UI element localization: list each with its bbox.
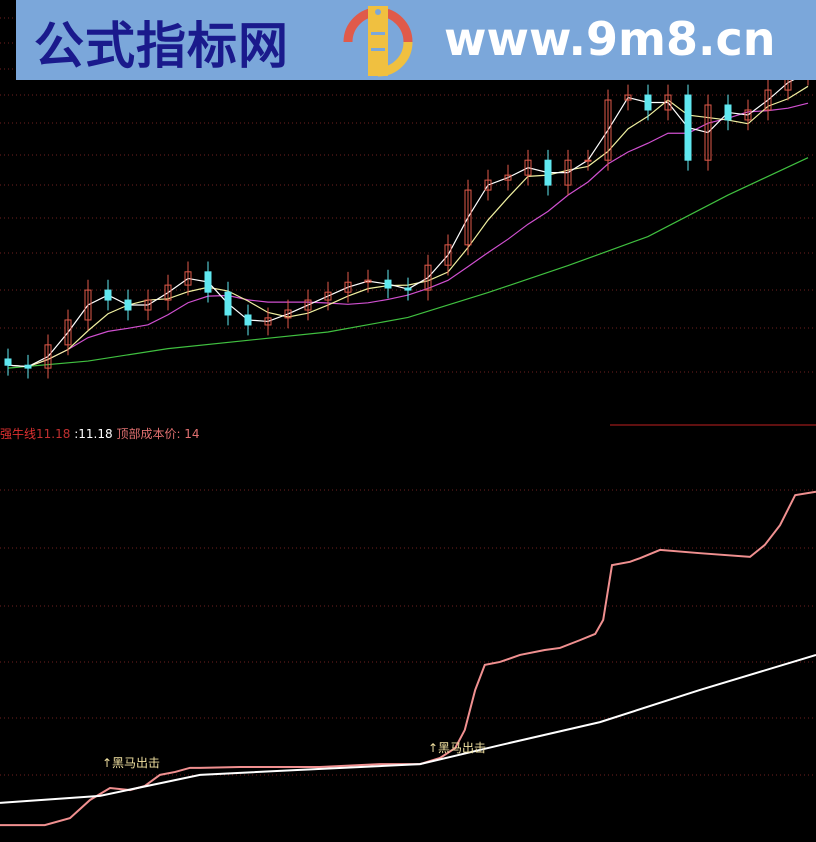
candle-up: [764, 89, 772, 111]
candle-down: [24, 364, 32, 369]
candle-up: [44, 344, 52, 369]
candle-down: [644, 94, 652, 111]
candle-up: [504, 174, 512, 181]
candle-down: [244, 314, 252, 326]
candle-up: [184, 271, 192, 286]
candle-down: [224, 291, 232, 316]
candle-up: [524, 159, 532, 176]
top-cost-label: 顶部成本价: 14: [116, 427, 200, 441]
candle-up: [84, 289, 92, 321]
ma-long-green-line: [7, 157, 809, 369]
candle-up: [444, 244, 452, 266]
candle-up: [424, 264, 432, 291]
candle-down: [544, 159, 552, 186]
candle-up: [624, 94, 632, 101]
indicator-value-2: :11.18: [74, 427, 113, 441]
candle-up: [364, 279, 372, 283]
candle-up: [64, 319, 72, 346]
candle-up: [464, 189, 472, 246]
candle-up: [664, 94, 672, 111]
candle-up: [284, 309, 292, 319]
candle-down: [104, 289, 112, 301]
candle-up: [484, 179, 492, 191]
site-url: www.9m8.cn: [444, 12, 776, 66]
candle-down: [724, 104, 732, 121]
candle-down: [684, 94, 692, 161]
candle-down: [124, 299, 132, 311]
watermark-banner: 公式指标网 www.9m8.cn: [16, 0, 816, 80]
indicator-value: 11.18: [36, 427, 71, 441]
indicator-name: 强牛线: [0, 427, 37, 441]
site-name: 公式指标网: [34, 17, 289, 75]
candle-up: [344, 281, 352, 293]
candle-down: [404, 287, 412, 291]
candle-up: [164, 284, 172, 301]
candle-up: [704, 104, 712, 161]
candle-up: [304, 299, 312, 311]
candle-up: [584, 159, 592, 162]
white-indicator-line: [0, 653, 816, 804]
annotation-dark-horse: ↑黑马出击: [102, 755, 161, 770]
annotation-dark-horse: ↑黑马出击: [428, 741, 487, 756]
candle-up: [604, 99, 612, 161]
indicator-legend: 强牛线11.18 :11.18 顶部成本价: 14: [0, 425, 200, 442]
candle-up: [564, 159, 572, 186]
candle-down: [4, 358, 12, 366]
candle-down: [204, 271, 212, 293]
site-logo-icon: [343, 6, 413, 77]
candle-up: [324, 291, 332, 301]
candle-up: [744, 109, 752, 121]
candle-up: [144, 299, 152, 311]
candle-up: [264, 317, 272, 326]
candle-down: [384, 279, 392, 289]
